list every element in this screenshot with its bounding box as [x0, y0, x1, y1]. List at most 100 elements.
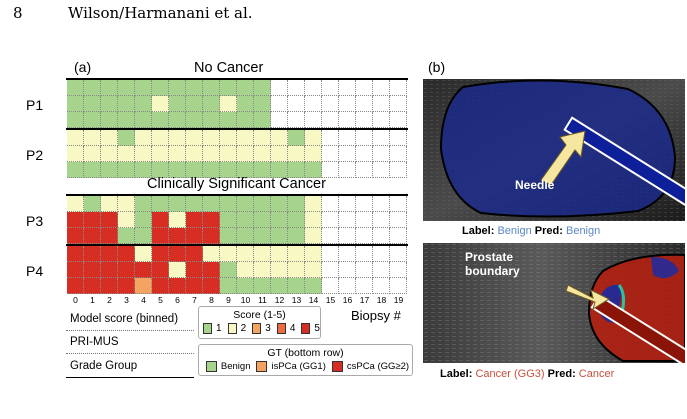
heatmap-cell: [152, 212, 169, 228]
heatmap-cell: [84, 246, 101, 262]
heatmap-cell: [305, 262, 322, 278]
heatmap-cell: [169, 262, 186, 278]
score-legend-items: 1 2 3 4 5: [199, 323, 320, 334]
heatmap-cell: [186, 278, 203, 294]
x-tick-label: 12: [274, 295, 285, 305]
heatmap-cell: [390, 146, 407, 162]
x-tick-label: 17: [359, 295, 370, 305]
heatmap-cell: [67, 212, 84, 228]
heatmap-cell: [356, 130, 373, 146]
heatmap-cell: [135, 130, 152, 146]
heatmap-cell: [390, 228, 407, 244]
heatmap-cell: [237, 212, 254, 228]
heatmap-cell: [271, 162, 288, 178]
heatmap-cell: [254, 96, 271, 112]
gt-legend-title: GT (bottom row): [267, 347, 344, 359]
heatmap-cell: [390, 112, 407, 128]
heatmap-cell: [288, 228, 305, 244]
heatmap-cell: [135, 228, 152, 244]
heatmap-cell: [390, 278, 407, 294]
heatmap-cell: [67, 96, 84, 112]
gt-swatch-cspca: [331, 361, 343, 372]
x-tick-label: 13: [291, 295, 302, 305]
heatmap-cell: [152, 112, 169, 128]
heatmap-cell: [135, 112, 152, 128]
heatmap-cell: [356, 80, 373, 96]
heatmap-cell: [84, 146, 101, 162]
heatmap-cell: [373, 278, 390, 294]
heatmap-cell: [135, 80, 152, 96]
heatmap-cell: [169, 80, 186, 96]
heatmap-cell: [101, 96, 118, 112]
patient-label-p4: P4: [26, 263, 44, 279]
x-tick-label: 4: [141, 295, 146, 305]
heatmap-cell: [390, 162, 407, 178]
heatmap-cell: [67, 246, 84, 262]
needle-annotation: Needle: [515, 178, 555, 192]
x-axis-label: Biopsy #: [351, 308, 401, 323]
heatmap-cell: [373, 80, 390, 96]
heatmap-cell: [135, 278, 152, 294]
x-tick-label: 10: [240, 295, 251, 305]
heatmap-cell: [339, 130, 356, 146]
heatmap-cell: [118, 96, 135, 112]
heatmap-cell: [271, 96, 288, 112]
heatmap-cell: [169, 146, 186, 162]
heatmap-cell: [101, 162, 118, 178]
heatmap-cell: [169, 112, 186, 128]
heatmap-cell: [305, 112, 322, 128]
heatmap-cell: [67, 162, 84, 178]
heatmap-cell: [118, 228, 135, 244]
heatmap-cell: [203, 112, 220, 128]
heatmap-cell: [67, 196, 84, 212]
heatmap-cell: [254, 80, 271, 96]
heatmap-cell: [152, 278, 169, 294]
heatmap-cell: [322, 246, 339, 262]
heatmap-cell: [305, 146, 322, 162]
heatmap-cell: [356, 162, 373, 178]
heatmap-cell: [135, 262, 152, 278]
x-tick-label: 3: [124, 295, 129, 305]
heatmap-cell: [288, 146, 305, 162]
heatmap-cell: [118, 196, 135, 212]
heatmap-cell: [67, 262, 84, 278]
heatmap-cell: [339, 196, 356, 212]
x-tick-label: 0: [73, 295, 78, 305]
heatmap-cell: [271, 130, 288, 146]
heatmap-cell: [237, 196, 254, 212]
x-tick-label: 19: [393, 295, 404, 305]
heatmap-cell: [101, 146, 118, 162]
heatmap-cell: [67, 80, 84, 96]
heatmap-cell: [152, 246, 169, 262]
heatmap-cell: [220, 130, 237, 146]
heatmap-cell: [339, 246, 356, 262]
heatmap-cell: [254, 212, 271, 228]
heatmap-cell: [84, 228, 101, 244]
heatmap-cell: [305, 278, 322, 294]
heatmap-cell: [118, 262, 135, 278]
label-value: Benign: [497, 225, 532, 237]
heatmap-cell: [84, 262, 101, 278]
heatmap-cell: [203, 228, 220, 244]
gt-legend-item: isPCa (GG1): [271, 361, 326, 372]
heatmap-cell: [305, 130, 322, 146]
heatmap-cell: [322, 96, 339, 112]
ultrasound-benign-graphic: Needle: [423, 79, 685, 221]
heatmap-cell: [67, 228, 84, 244]
rule-middle: [66, 194, 408, 196]
heatmap-cell: [186, 228, 203, 244]
heatmap-cell: [101, 246, 118, 262]
row-separator: [66, 353, 194, 354]
heatmap-cell: [237, 112, 254, 128]
heatmap-cell: [356, 196, 373, 212]
heatmap-cell: [305, 80, 322, 96]
heatmap-cell: [271, 228, 288, 244]
score-legend-item: 1: [216, 323, 222, 334]
x-tick-labels: 0 1 2 3 4 5 6 7 8 9 10 11 12 13 14 15 16 17 18 19: [67, 295, 407, 305]
score-swatch-5: [301, 323, 311, 334]
heatmap-cell: [254, 146, 271, 162]
pred-key: Pred:: [534, 225, 563, 237]
heatmap-cell: [84, 196, 101, 212]
x-tick-label: 18: [376, 295, 387, 305]
heatmap-cell: [118, 162, 135, 178]
